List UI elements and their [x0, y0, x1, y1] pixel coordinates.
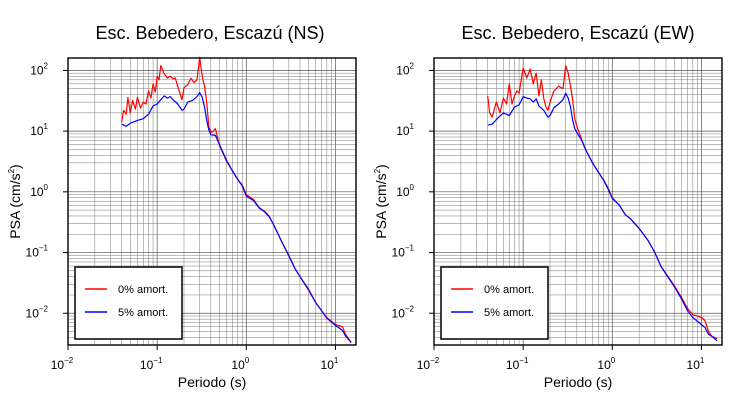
y-tick-label: 102 [30, 61, 48, 77]
y-axis-label: PSA (cm/s2) [373, 164, 389, 238]
x-tick-label: 101 [687, 356, 705, 372]
x-tick-label: 10−1 [506, 356, 529, 372]
y-tick-label: 102 [396, 61, 414, 77]
grid [67, 58, 356, 346]
series-line-5pct-damping [121, 92, 352, 343]
legend-label: 5% amort. [484, 307, 534, 319]
plot-frame [433, 57, 723, 346]
y-tick-label: 10−2 [392, 304, 415, 320]
y-tick-label: 100 [30, 183, 48, 199]
legend-label: 0% amort. [118, 284, 168, 296]
x-axis-label: Periodo (s) [178, 374, 246, 390]
legend: 0% amort. 5% amort. [440, 266, 549, 340]
chart-panel-1: 10−2 10−1 100 101 10−2 10−1 100 101 102 Esc. Bebe… [7, 23, 357, 390]
legend-label: 0% amort. [484, 284, 534, 296]
legend-box [440, 266, 549, 340]
y-tick-label: 10−1 [26, 244, 49, 260]
legend-box [74, 266, 183, 340]
y-tick-label: 10−2 [26, 304, 49, 320]
plot-frame [67, 57, 357, 346]
x-tick-label: 10−1 [140, 356, 163, 372]
x-axis-label: Periodo (s) [544, 374, 612, 390]
y-tick-label: 10−1 [392, 244, 415, 260]
series-line-5pct-damping [487, 92, 718, 342]
chart-title: Esc. Bebedero, Escazú (NS) [95, 23, 324, 43]
y-axis-label: PSA (cm/s2) [7, 164, 23, 238]
y-tick-label: 100 [396, 183, 414, 199]
chart-panel-2: 10−2 10−1 100 101 10−2 10−1 100 101 102 Esc. Bebe… [373, 23, 723, 390]
y-tick-label: 101 [30, 122, 48, 138]
x-tick-label: 100 [231, 356, 249, 372]
chart-title: Esc. Bebedero, Escazú (EW) [461, 23, 694, 43]
x-tick-label: 100 [597, 356, 615, 372]
legend-label: 5% amort. [118, 307, 168, 319]
x-tick-label: 10−2 [51, 356, 74, 372]
x-tick-label: 10−2 [417, 356, 440, 372]
legend: 0% amort. 5% amort. [74, 266, 183, 340]
y-tick-label: 101 [396, 122, 414, 138]
x-tick-label: 101 [321, 356, 339, 372]
